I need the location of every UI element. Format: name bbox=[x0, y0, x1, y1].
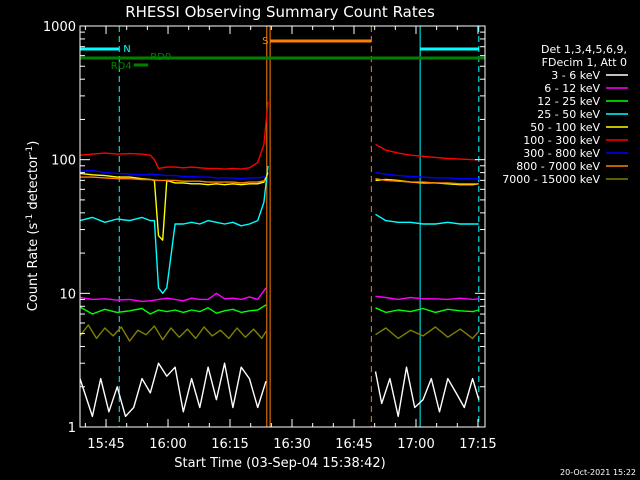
series-5-segment-0 bbox=[79, 101, 269, 170]
x-tick-label-5: 17:00 bbox=[397, 437, 434, 452]
series-5 bbox=[79, 101, 479, 170]
series-8 bbox=[79, 324, 480, 342]
series-0-segment-1 bbox=[374, 366, 480, 418]
series-0-segment-0 bbox=[79, 362, 267, 418]
series-2-segment-1 bbox=[375, 307, 479, 314]
series-3-segment-1 bbox=[375, 213, 479, 225]
x-axis-ticks: 15:45 16:00 16:15 16:30 16:45 17:00 17:15 bbox=[84, 26, 497, 452]
y-axis-label-end: ) bbox=[26, 141, 41, 146]
series-3 bbox=[79, 165, 479, 294]
x-tick-label-2: 16:15 bbox=[211, 437, 248, 452]
legend-label-2: 12 - 25 keV bbox=[537, 95, 600, 108]
series-6 bbox=[79, 169, 479, 180]
series-2 bbox=[79, 304, 479, 315]
y-axis-label-mid: detector bbox=[26, 154, 41, 214]
series-1-segment-0 bbox=[79, 287, 267, 303]
plot-frame bbox=[79, 25, 486, 428]
legend-header-line-1: Det 1,3,4,5,6,9, bbox=[541, 43, 627, 56]
series-5-segment-1 bbox=[375, 143, 479, 161]
y-axis-label: Count Rate (s-1 detector-1) bbox=[25, 141, 41, 312]
series-7-segment-0 bbox=[80, 176, 267, 184]
y-axis-ticks: 1 10 100 1000 bbox=[43, 20, 485, 436]
y-tick-label-0: 1 bbox=[68, 421, 76, 436]
rd4-label: RD4 bbox=[111, 61, 132, 72]
legend-label-1: 6 - 12 keV bbox=[544, 82, 600, 95]
series-1-segment-1 bbox=[375, 295, 479, 301]
series-7 bbox=[80, 176, 479, 185]
legend-header-line-2: FDecim 1, Att 0 bbox=[542, 56, 627, 69]
series-2-segment-0 bbox=[79, 304, 267, 315]
x-axis-label: Start Time (03-Sep-04 15:38:42) bbox=[174, 456, 385, 471]
legend: Det 1,3,4,5,6,9, FDecim 1, Att 0 3 - 6 k… bbox=[502, 43, 628, 186]
series-7-segment-1 bbox=[375, 178, 479, 185]
legend-label-4: 50 - 100 keV bbox=[530, 121, 600, 134]
series-0 bbox=[79, 362, 480, 418]
series-layer bbox=[79, 101, 480, 418]
night-label: N bbox=[123, 44, 130, 55]
legend-label-5: 100 - 300 keV bbox=[523, 134, 600, 147]
y-tick-label-2: 100 bbox=[51, 154, 76, 169]
x-tick-label-6: 17:15 bbox=[459, 437, 496, 452]
series-3-segment-0 bbox=[79, 165, 269, 294]
y-axis-label-main: Count Rate (s bbox=[26, 223, 41, 312]
series-1 bbox=[79, 287, 479, 303]
legend-label-8: 7000 - 15000 keV bbox=[502, 173, 600, 186]
saa-label: S bbox=[262, 36, 268, 47]
x-tick-label-4: 16:45 bbox=[335, 437, 372, 452]
legend-label-7: 800 - 7000 keV bbox=[516, 160, 600, 173]
series-4-segment-0 bbox=[79, 172, 269, 241]
legend-label-6: 300 - 800 keV bbox=[523, 147, 600, 160]
chart-title: RHESSI Observing Summary Count Rates bbox=[125, 3, 435, 21]
x-tick-label-0: 15:45 bbox=[87, 437, 124, 452]
series-8-segment-1 bbox=[375, 326, 480, 340]
y-tick-label-3: 1000 bbox=[43, 20, 76, 35]
y-tick-label-1: 10 bbox=[59, 287, 76, 302]
series-6-segment-1 bbox=[375, 171, 479, 180]
y-axis-label-sup2: -1 bbox=[25, 146, 35, 155]
y-axis-label-sup1: -1 bbox=[25, 214, 35, 223]
footer-timestamp: 20-Oct-2021 15:22 bbox=[560, 468, 636, 477]
series-8-segment-0 bbox=[79, 324, 267, 342]
legend-label-3: 25 - 50 keV bbox=[537, 108, 600, 121]
x-tick-label-3: 16:30 bbox=[273, 437, 310, 452]
series-6-segment-0 bbox=[79, 169, 267, 180]
x-tick-label-1: 16:00 bbox=[149, 437, 186, 452]
legend-label-0: 3 - 6 keV bbox=[551, 69, 600, 82]
rd0-label: RD0 bbox=[150, 52, 171, 63]
